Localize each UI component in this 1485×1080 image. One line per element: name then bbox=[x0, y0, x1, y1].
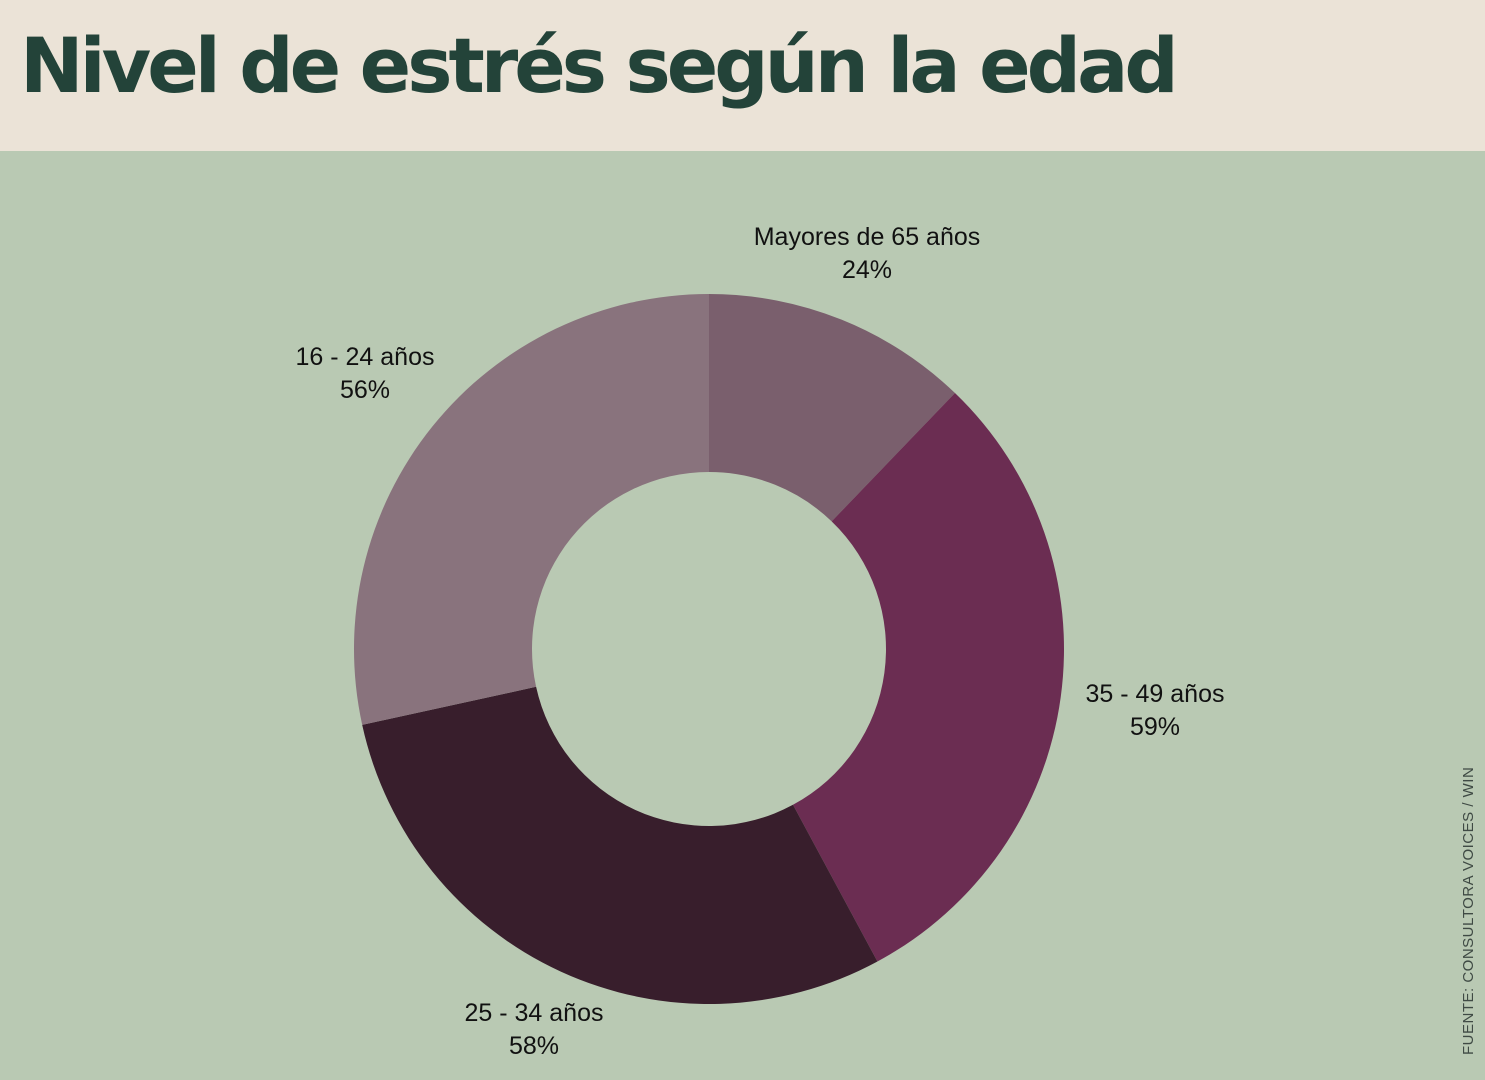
donut-slice-35-49-a-os bbox=[792, 393, 1065, 962]
value-label: 58% bbox=[508, 1032, 560, 1060]
value-label: 59% bbox=[1129, 713, 1181, 741]
slice-label-16-24: 16 - 24 años 56% bbox=[296, 341, 435, 407]
header-band: Nivel de estrés según la edad bbox=[0, 0, 1485, 151]
value-label: 56% bbox=[339, 376, 391, 404]
category-label: 16 - 24 años bbox=[295, 343, 435, 371]
donut-slice-16-24-a-os bbox=[353, 294, 709, 725]
slice-label-35-49: 35 - 49 años 59% bbox=[1086, 678, 1225, 744]
source-note: FUENTE: CONSULTORA VOICES / WIN bbox=[1460, 766, 1477, 1055]
slice-label-mayores-65: Mayores de 65 años 24% bbox=[754, 221, 981, 287]
donut-slice-25-34-a-os bbox=[362, 686, 878, 1004]
slice-label-25-34: 25 - 34 años 58% bbox=[465, 997, 604, 1063]
donut-slice-mayores-de-65-a-os bbox=[709, 294, 955, 522]
value-label: 24% bbox=[841, 256, 893, 284]
category-label: Mayores de 65 años bbox=[753, 223, 981, 251]
category-label: 35 - 49 años bbox=[1085, 680, 1225, 708]
chart-title: Nivel de estrés según la edad bbox=[20, 21, 1179, 110]
category-label: 25 - 34 años bbox=[464, 999, 604, 1027]
